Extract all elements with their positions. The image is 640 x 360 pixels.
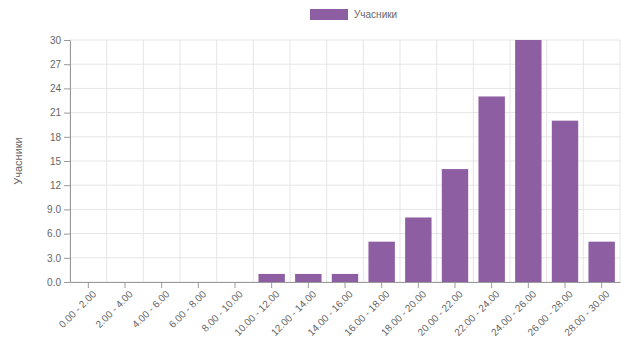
y-tick-label: 6.0 — [47, 228, 61, 239]
y-tick-label: 9.0 — [47, 204, 61, 215]
y-axis: 0.0 3.0 6.0 9.0 12 15 18 21 24 27 30 — [47, 35, 70, 288]
x-tick-mark — [491, 282, 492, 288]
grid-line-x — [620, 40, 621, 282]
legend-label: Учасники — [354, 9, 397, 20]
x-tick-label: 28.00 - 30.00 — [562, 288, 612, 338]
y-tick-label: 24 — [50, 83, 62, 94]
grid-line-x — [143, 40, 144, 282]
y-tick-mark — [64, 282, 70, 283]
bar — [185, 282, 211, 283]
y-tick: 6.0 — [47, 228, 70, 239]
bar — [148, 282, 174, 283]
legend-swatch — [310, 9, 348, 20]
x-tick-label: 4.00 - 6.00 — [130, 288, 172, 330]
grid-line-x — [363, 40, 364, 282]
y-tick: 30 — [50, 35, 70, 46]
y-tick-label: 0.0 — [47, 277, 61, 288]
bar — [478, 96, 504, 282]
x-tick-mark — [271, 282, 272, 288]
bar — [368, 242, 394, 282]
y-tick-label: 18 — [50, 132, 62, 143]
grid-line-x — [326, 40, 327, 282]
x-tick-mark — [601, 282, 602, 288]
grid-line-x — [473, 40, 474, 282]
y-tick: 3.0 — [47, 253, 70, 264]
grid-line-x — [546, 40, 547, 282]
chart: 0.0 3.0 6.0 9.0 12 15 18 21 24 27 30 0.00 - 2.002.0… — [0, 0, 640, 360]
y-tick-mark — [64, 209, 70, 210]
y-axis-line — [70, 41, 71, 283]
y-axis-title: Учасники — [12, 137, 24, 185]
bar — [405, 217, 431, 282]
bar — [332, 274, 358, 282]
y-tick: 12 — [50, 180, 70, 191]
grid-line-x — [436, 40, 437, 282]
x-tick-mark — [198, 282, 199, 288]
bar — [552, 121, 578, 282]
x-tick-mark — [455, 282, 456, 288]
y-tick-mark — [64, 88, 70, 89]
grid-line-x — [400, 40, 401, 282]
x-tick-mark — [381, 282, 382, 288]
plot: 0.0 3.0 6.0 9.0 12 15 18 21 24 27 30 0.00 - 2.002.0… — [47, 35, 620, 338]
grid-line-x — [510, 40, 511, 282]
x-tick-mark — [125, 282, 126, 288]
y-tick-mark — [64, 161, 70, 162]
bar — [295, 274, 321, 282]
y-tick-label: 30 — [50, 35, 62, 46]
bar — [515, 40, 541, 282]
y-tick: 9.0 — [47, 204, 70, 215]
y-tick-mark — [64, 185, 70, 186]
grid-line-x — [216, 40, 217, 282]
y-tick: 21 — [50, 107, 70, 118]
bar — [112, 282, 138, 283]
y-tick-mark — [64, 64, 70, 65]
bar — [222, 282, 248, 283]
y-tick-label: 27 — [50, 59, 62, 70]
grid-line-x — [253, 40, 254, 282]
y-tick-label: 15 — [50, 156, 62, 167]
y-tick-mark — [64, 234, 70, 235]
y-tick-mark — [64, 258, 70, 259]
y-tick-mark — [64, 113, 70, 114]
x-tick: 0.00 - 2.00 — [57, 282, 99, 330]
grid — [70, 40, 620, 282]
y-tick-label: 21 — [50, 107, 62, 118]
bar — [75, 282, 101, 283]
x-tick-mark — [528, 282, 529, 288]
grid-line-x — [106, 40, 107, 282]
x-tick-mark — [308, 282, 309, 288]
bar — [588, 242, 614, 282]
x-tick-mark — [88, 282, 89, 288]
bars — [258, 40, 614, 282]
y-tick-mark — [64, 137, 70, 138]
y-tick: 0.0 — [47, 277, 70, 288]
y-tick-label: 3.0 — [47, 253, 61, 264]
x-tick-label: 2.00 - 4.00 — [93, 288, 135, 330]
grid-line-x — [583, 40, 584, 282]
grid-line-x — [290, 40, 291, 282]
x-tick-label: 0.00 - 2.00 — [57, 288, 99, 330]
legend: Учасники — [310, 9, 397, 20]
x-axis: 0.00 - 2.002.00 - 4.004.00 - 6.006.00 - … — [57, 282, 621, 338]
legend-item[interactable]: Учасники — [310, 9, 397, 20]
x-tick-mark — [418, 282, 419, 288]
x-tick-mark — [565, 282, 566, 288]
y-tick-label: 12 — [50, 180, 62, 191]
y-tick-mark — [64, 40, 70, 41]
y-tick: 27 — [50, 59, 70, 70]
x-tick-mark — [345, 282, 346, 288]
y-tick: 18 — [50, 132, 70, 143]
y-tick: 24 — [50, 83, 70, 94]
x-tick-mark — [235, 282, 236, 288]
y-tick: 15 — [50, 156, 70, 167]
bar — [442, 169, 468, 282]
bar — [258, 274, 284, 282]
x-tick: 4.00 - 6.00 — [130, 282, 172, 330]
x-tick: 2.00 - 4.00 — [93, 282, 135, 330]
x-tick-mark — [161, 282, 162, 288]
x-tick: 28.00 - 30.00 — [562, 282, 612, 338]
grid-line-x — [180, 40, 181, 282]
